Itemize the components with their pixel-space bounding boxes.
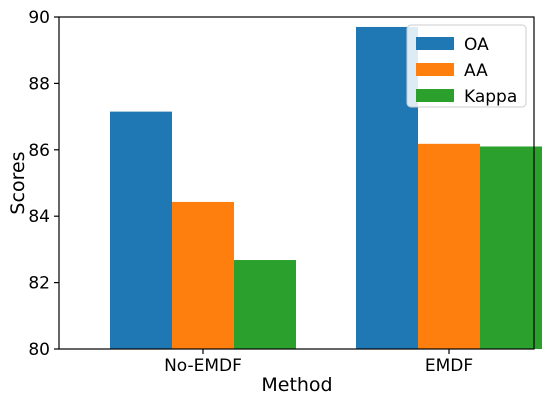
bar-kappa-emdf xyxy=(480,146,542,349)
ticks-layer: 80 82 84 86 88 90 No-EMDF EMDF xyxy=(28,8,473,376)
y-tick-label: 90 xyxy=(28,8,50,28)
bar-kappa-no-emdf xyxy=(234,260,296,349)
y-tick-label: 80 xyxy=(28,340,50,360)
plot-frame xyxy=(58,16,535,350)
bar-oa-no-emdf xyxy=(110,111,172,350)
x-tick-label: No-EMDF xyxy=(164,356,242,376)
legend-label-oa: OA xyxy=(464,35,489,55)
axes-layer xyxy=(58,16,535,350)
y-tick-label: 82 xyxy=(28,274,50,294)
x-axis-label: Method xyxy=(261,374,332,396)
y-tick-label: 84 xyxy=(28,207,50,227)
legend-swatch-kappa xyxy=(416,89,454,102)
bar-aa-emdf xyxy=(418,143,480,349)
y-tick-label: 86 xyxy=(28,141,50,161)
legend-label-aa: AA xyxy=(464,61,488,81)
legend-label-kappa: Kappa xyxy=(464,87,517,107)
y-axis-label: Scores xyxy=(7,151,29,214)
legend: OA AA Kappa xyxy=(406,24,527,108)
legend-swatch-oa xyxy=(416,37,454,50)
legend-swatch-aa xyxy=(416,63,454,76)
y-tick-label: 88 xyxy=(28,74,50,94)
x-tick-label: EMDF xyxy=(425,356,473,376)
bar-aa-no-emdf xyxy=(172,201,234,349)
